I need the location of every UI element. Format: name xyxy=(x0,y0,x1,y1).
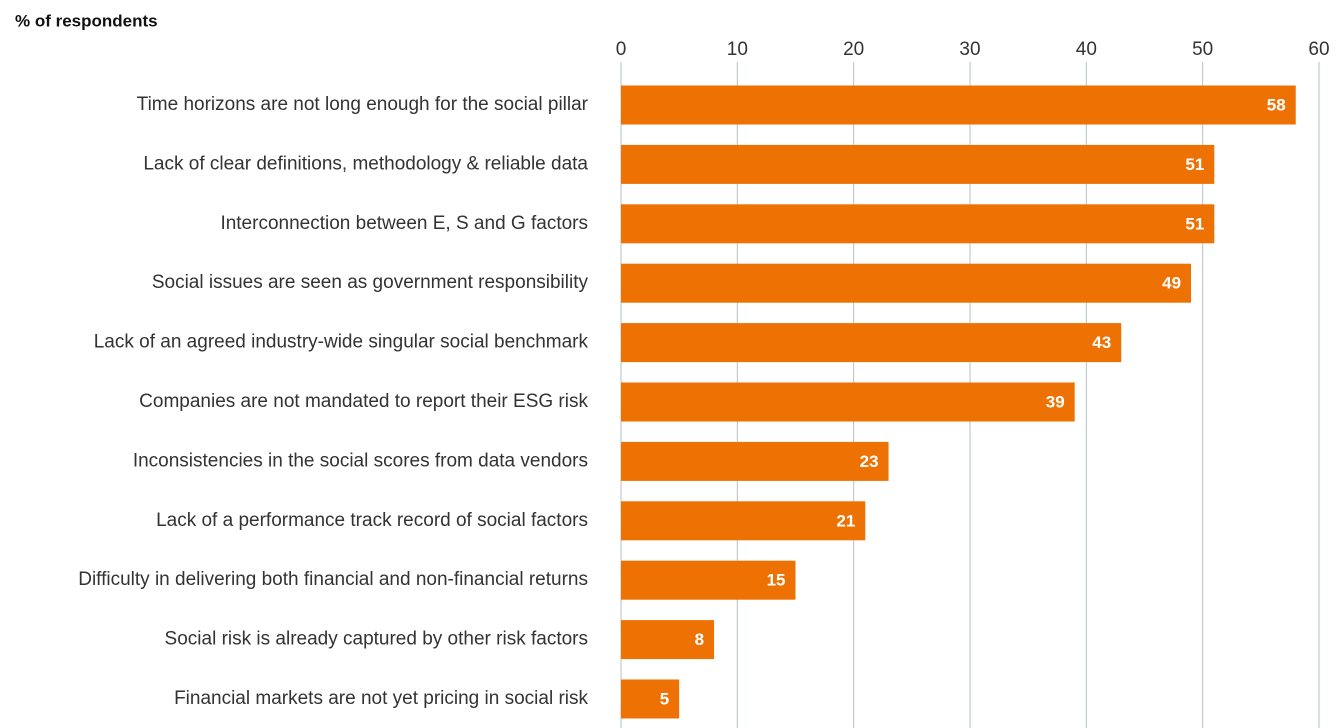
value-label: 58 xyxy=(1267,95,1286,114)
value-label: 39 xyxy=(1046,392,1065,411)
value-label: 51 xyxy=(1185,155,1204,174)
category-label: Lack of an agreed industry-wide singular… xyxy=(94,332,589,353)
category-label: Social risk is already captured by other… xyxy=(165,629,588,650)
category-label: Financial markets are not yet pricing in… xyxy=(174,688,588,709)
category-label: Inconsistencies in the social scores fro… xyxy=(133,450,588,471)
chart-title: % of respondents xyxy=(15,11,158,30)
bar xyxy=(621,441,889,481)
value-label: 21 xyxy=(836,511,855,530)
x-tick-label: 10 xyxy=(727,39,748,60)
category-label: Time horizons are not long enough for th… xyxy=(137,94,589,115)
category-label: Difficulty in delivering both financial … xyxy=(78,569,588,590)
bar xyxy=(621,501,866,541)
x-tick-label: 50 xyxy=(1192,39,1213,60)
bar xyxy=(621,679,680,719)
x-tick-label: 20 xyxy=(843,39,864,60)
x-tick-label: 60 xyxy=(1308,39,1329,60)
bar xyxy=(621,382,1075,422)
bar xyxy=(621,560,796,600)
category-label: Companies are not mandated to report the… xyxy=(139,391,588,412)
value-label: 8 xyxy=(695,630,704,649)
value-label: 15 xyxy=(767,571,786,590)
category-label: Lack of clear definitions, methodology &… xyxy=(143,153,588,174)
bar xyxy=(621,620,715,660)
category-label: Social issues are seen as government res… xyxy=(152,272,589,293)
category-label: Lack of a performance track record of so… xyxy=(156,510,588,531)
category-label: Interconnection between E, S and G facto… xyxy=(220,213,588,234)
x-tick-label: 40 xyxy=(1076,39,1097,60)
bar xyxy=(621,323,1122,363)
x-tick-label: 0 xyxy=(616,39,627,60)
bar xyxy=(621,144,1215,184)
value-label: 51 xyxy=(1185,214,1204,233)
value-label: 49 xyxy=(1162,274,1181,293)
value-label: 5 xyxy=(660,689,669,708)
value-label: 43 xyxy=(1092,333,1111,352)
bar xyxy=(621,263,1192,303)
value-label: 23 xyxy=(860,452,879,471)
x-tick-label: 30 xyxy=(959,39,980,60)
bar xyxy=(621,85,1296,125)
bar xyxy=(621,204,1215,244)
